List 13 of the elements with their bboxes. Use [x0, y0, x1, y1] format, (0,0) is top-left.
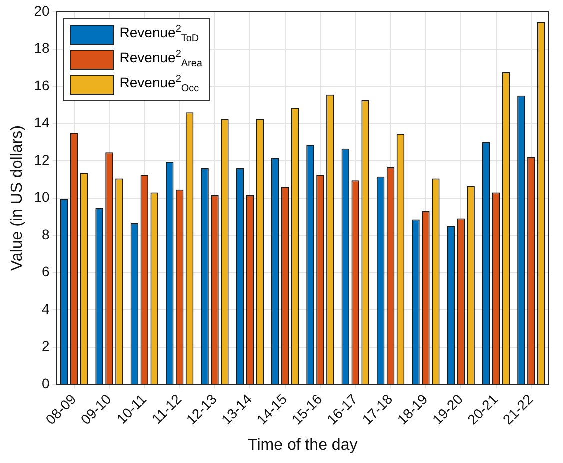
y-tick-label: 16	[34, 77, 50, 94]
y-tick-label: 4	[42, 300, 50, 317]
y-axis-title: Value (in US dollars)	[9, 126, 26, 272]
y-tick-label: 20	[34, 2, 50, 19]
y-tick-label: 0	[42, 375, 50, 392]
x-axis-title: Time of the day	[248, 436, 358, 454]
y-tick-label: 14	[34, 114, 50, 131]
y-tick-label: 10	[34, 189, 50, 206]
y-tick-label: 2	[42, 338, 50, 354]
y-tick-label: 6	[42, 264, 50, 280]
y-tick-label: 12	[34, 152, 50, 168]
y-tick-label: 18	[34, 40, 50, 56]
y-tick-label: 8	[42, 226, 50, 242]
